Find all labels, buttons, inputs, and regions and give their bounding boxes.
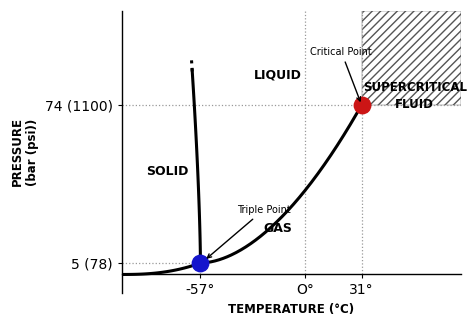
Text: SUPERCRITICAL
FLUID: SUPERCRITICAL FLUID [363, 81, 467, 111]
Text: LIQUID: LIQUID [254, 69, 301, 82]
X-axis label: TEMPERATURE (°C): TEMPERATURE (°C) [228, 303, 354, 316]
Y-axis label: PRESSURE
(bar (psi)): PRESSURE (bar (psi)) [11, 117, 39, 187]
Text: GAS: GAS [263, 222, 292, 235]
Polygon shape [362, 11, 461, 105]
Text: Critical Point: Critical Point [310, 47, 372, 101]
Point [197, 260, 204, 266]
Text: Triple Point: Triple Point [208, 205, 291, 258]
Text: SOLID: SOLID [146, 165, 189, 178]
Point [358, 102, 365, 108]
